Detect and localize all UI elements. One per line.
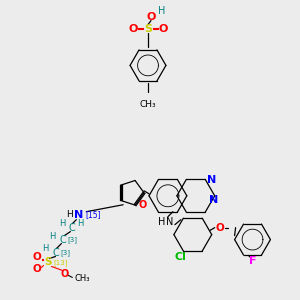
- Text: H: H: [158, 6, 166, 16]
- Text: H: H: [158, 217, 166, 227]
- Text: O: O: [32, 251, 41, 262]
- Text: C: C: [59, 235, 66, 244]
- Text: S: S: [45, 257, 52, 268]
- Text: [15]: [15]: [85, 210, 101, 219]
- Text: H: H: [42, 244, 49, 253]
- Text: H: H: [66, 210, 73, 219]
- Text: CH₃: CH₃: [140, 100, 156, 109]
- Text: O: O: [158, 24, 168, 34]
- Text: C: C: [52, 248, 59, 257]
- Text: F: F: [249, 256, 256, 266]
- Text: O: O: [60, 269, 68, 279]
- Text: [3]: [3]: [60, 249, 70, 256]
- Text: C: C: [69, 223, 76, 232]
- Text: N: N: [166, 217, 174, 227]
- Text: Cl: Cl: [175, 251, 187, 262]
- Text: H: H: [59, 219, 66, 228]
- Text: H: H: [77, 219, 83, 228]
- Text: O: O: [215, 223, 224, 232]
- Text: O: O: [128, 24, 138, 34]
- Text: O: O: [32, 264, 41, 274]
- Text: [3]: [3]: [68, 236, 77, 243]
- Text: N: N: [209, 195, 218, 205]
- Text: S: S: [144, 24, 152, 34]
- Text: O: O: [146, 12, 156, 22]
- Text: [13]: [13]: [53, 259, 68, 266]
- Text: CH₃: CH₃: [74, 274, 90, 283]
- Text: H: H: [49, 232, 56, 241]
- Text: N: N: [74, 210, 83, 220]
- Text: N: N: [207, 175, 216, 185]
- Text: O: O: [139, 200, 147, 210]
